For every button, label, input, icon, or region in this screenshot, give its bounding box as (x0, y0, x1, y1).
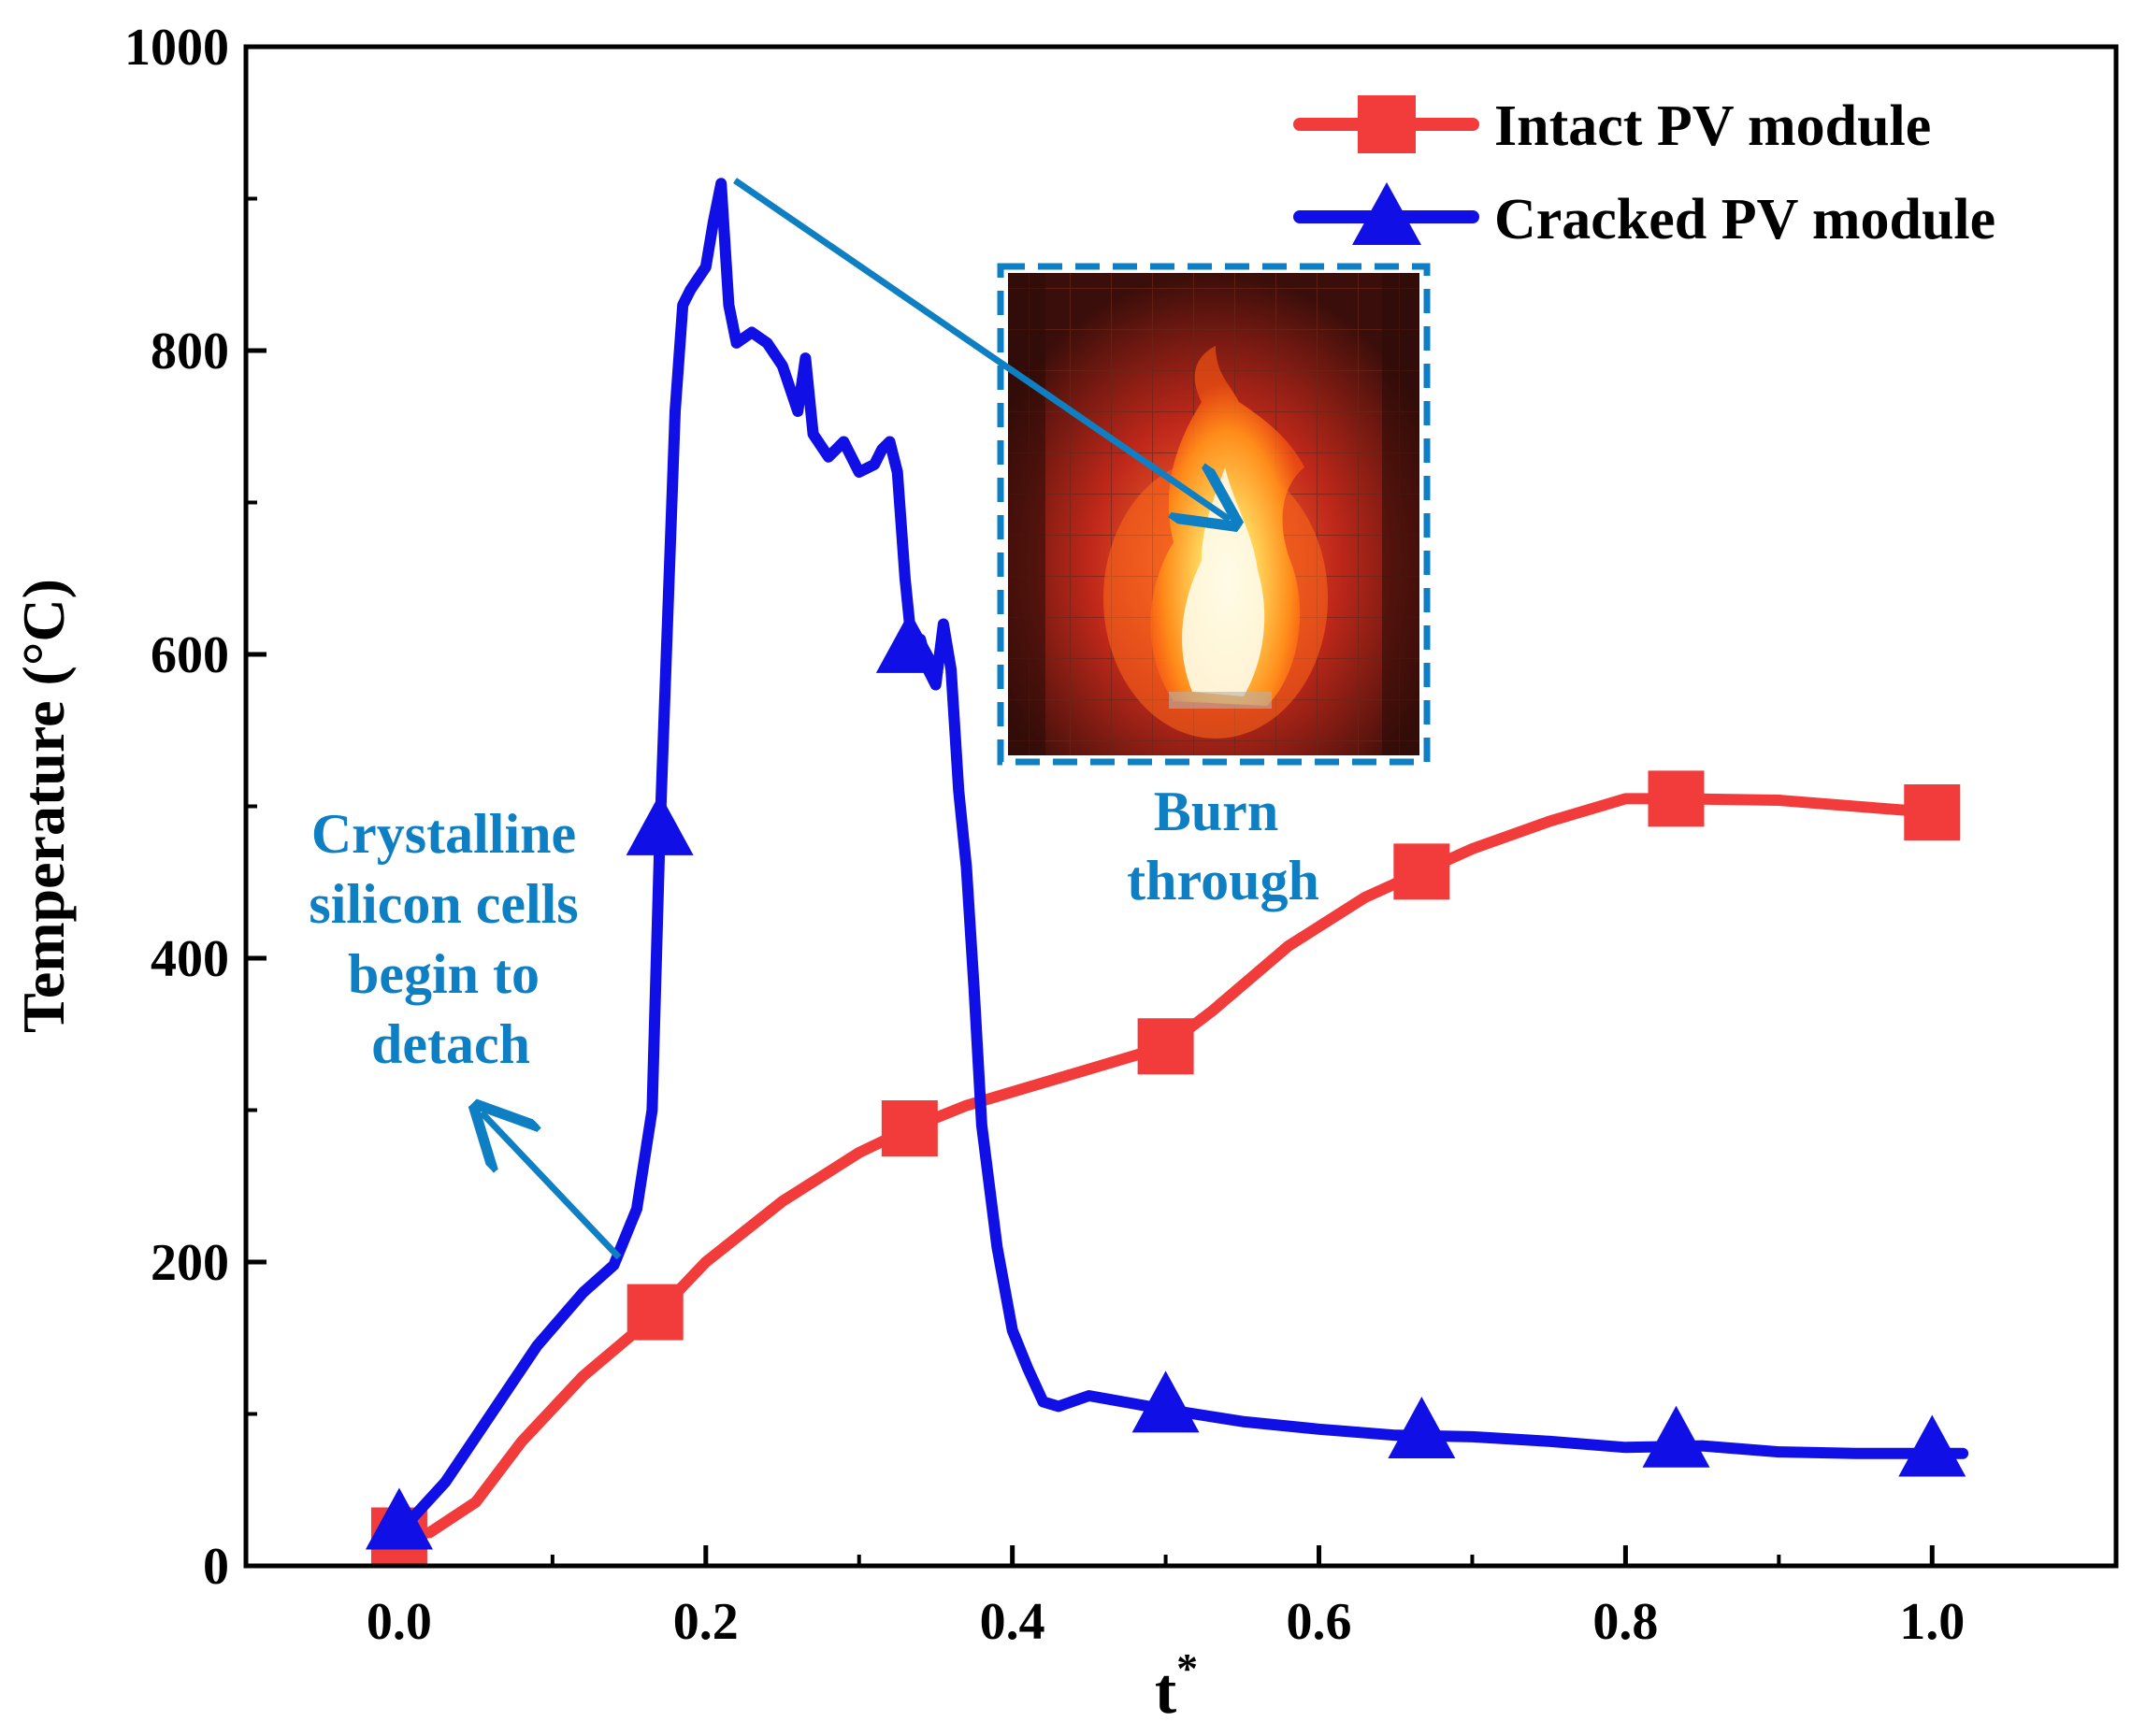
x-tick-label: 0.6 (1287, 1593, 1352, 1651)
x-axis-label-base: t (1155, 1656, 1176, 1728)
data-point-triangle (365, 1487, 433, 1550)
y-tick-label: 800 (151, 323, 229, 380)
legend-marker-cracked (1352, 182, 1421, 245)
data-point-triangle (875, 610, 943, 673)
annotation-burn-line-2: through (1127, 850, 1319, 911)
x-tick-label: 1.0 (1899, 1593, 1965, 1651)
data-point-triangle (1388, 1397, 1456, 1458)
annotation-burn-line-1: Burn (1154, 781, 1278, 842)
inset-fire-photo (1008, 273, 1419, 755)
arrow-detach (482, 1112, 622, 1260)
x-tick-label: 0.8 (1592, 1593, 1658, 1651)
annotation-detach-line-3: begin to (348, 943, 540, 1005)
data-point-triangle (1898, 1414, 1966, 1477)
arrow-burn-through (733, 178, 1230, 520)
y-tick-label: 1000 (124, 19, 229, 77)
y-tick-label: 400 (151, 930, 229, 988)
x-axis-label: t* (1155, 1644, 1198, 1728)
data-point-triangle (1642, 1405, 1710, 1468)
x-tick-label: 0.2 (673, 1593, 739, 1651)
data-point-square (1393, 843, 1450, 900)
series-line (393, 793, 1938, 1542)
legend-marker-intact (1358, 95, 1416, 153)
legend-label-intact: Intact PV module (1494, 94, 1931, 158)
annotation-detach-line-1: Crystalline (311, 803, 576, 865)
legend-label-cracked: Cracked PV module (1494, 188, 1995, 251)
y-tick-label: 600 (151, 626, 229, 684)
series-line (393, 178, 1969, 1539)
data-point-square (1648, 770, 1705, 827)
legend: Intact PV module Cracked PV module (1293, 94, 1995, 251)
y-tick-label: 200 (151, 1234, 229, 1292)
annotation-detach-line-2: silicon cells (309, 873, 578, 935)
data-point-square (1904, 784, 1961, 840)
series-cracked (365, 178, 1969, 1550)
x-axis-ticks: 0.0 0.2 0.4 0.6 0.8 1.0 (367, 1545, 1965, 1651)
x-axis-label-superscript: * (1176, 1644, 1198, 1692)
data-point-square (1137, 1018, 1194, 1075)
data-point-square (881, 1100, 938, 1156)
data-point-triangle (1131, 1370, 1200, 1433)
x-tick-label: 0.4 (980, 1593, 1045, 1651)
annotation-burn-through: Burn through (1127, 781, 1319, 911)
data-point-square (627, 1284, 684, 1341)
y-axis-ticks: 0 200 400 600 800 1000 (124, 19, 266, 1596)
annotation-detach: Crystalline silicon cells begin to detac… (309, 803, 592, 1075)
series-intact (370, 770, 1961, 1564)
inset-frame (997, 263, 1431, 766)
y-axis-label: Temperature (°C) (10, 579, 77, 1033)
x-tick-label: 0.0 (367, 1593, 432, 1651)
annotation-detach-line-4: detach (371, 1013, 530, 1075)
y-tick-label: 0 (203, 1538, 229, 1596)
data-point-triangle (626, 793, 694, 855)
